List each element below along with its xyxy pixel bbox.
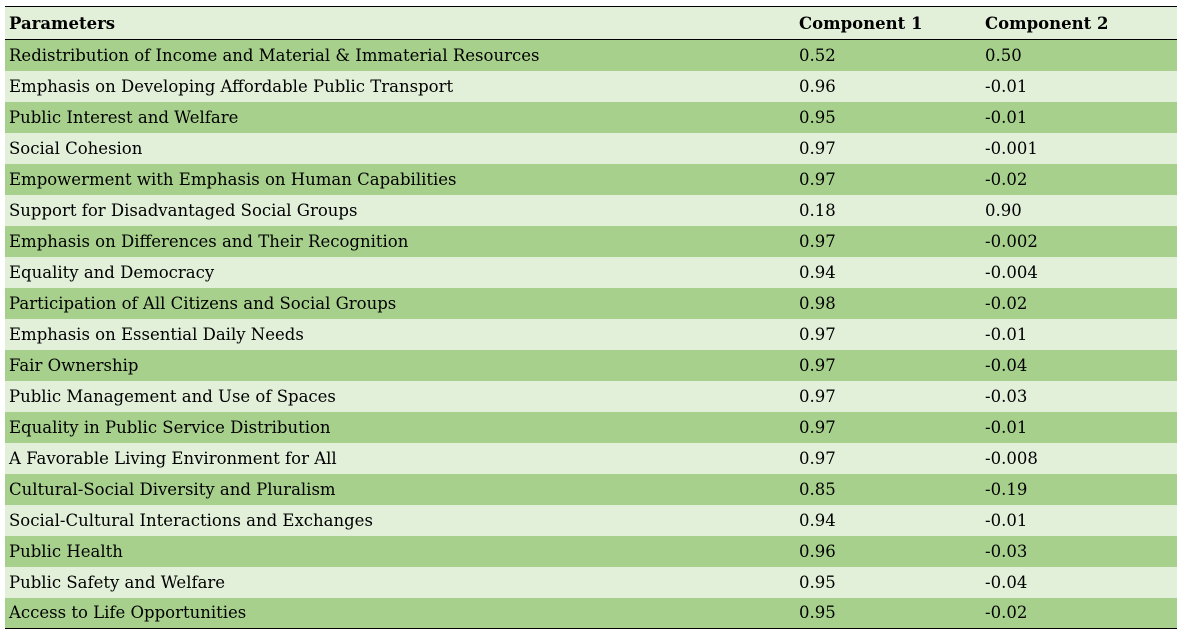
table-row: Emphasis on Developing Affordable Public… bbox=[5, 70, 1177, 102]
table-row: Redistribution of Income and Material & … bbox=[5, 39, 1177, 71]
table-row: Public Health 0.96 -0.03 bbox=[5, 535, 1177, 567]
cell-parameter: Access to Life Opportunities bbox=[9, 603, 247, 623]
header-component-2: Component 2 bbox=[985, 13, 1109, 33]
table-row: Emphasis on Differences and Their Recogn… bbox=[5, 225, 1177, 257]
cell-parameter: Equality and Democracy bbox=[9, 262, 215, 282]
cell-component-2: 0.90 bbox=[985, 200, 1022, 220]
table-row: Public Management and Use of Spaces 0.97 -… bbox=[5, 380, 1177, 412]
cell-parameter: Fair Ownership bbox=[9, 355, 139, 375]
cell-component-1: 0.96 bbox=[799, 541, 836, 561]
header-component-1: Component 1 bbox=[799, 13, 923, 33]
table-row: Empowerment with Emphasis on Human Capab… bbox=[5, 163, 1177, 195]
table-header: Parameters Component 1 Component 2 bbox=[5, 6, 1177, 40]
cell-component-1: 0.96 bbox=[799, 76, 836, 96]
table-row: Participation of All Citizens and Social… bbox=[5, 287, 1177, 319]
cell-parameter: A Favorable Living Environment for All bbox=[9, 448, 337, 468]
cell-component-1: 0.95 bbox=[799, 572, 836, 592]
cell-component-2: -0.04 bbox=[985, 355, 1028, 375]
table-row: A Favorable Living Environment for All 0.… bbox=[5, 442, 1177, 474]
cell-component-1: 0.97 bbox=[799, 169, 836, 189]
cell-component-1: 0.98 bbox=[799, 293, 836, 313]
table-row: Cultural-Social Diversity and Pluralism 0… bbox=[5, 473, 1177, 505]
table-row: Access to Life Opportunities 0.95 -0.02 bbox=[5, 597, 1177, 629]
cell-parameter: Public Management and Use of Spaces bbox=[9, 386, 336, 406]
cell-component-2: 0.50 bbox=[985, 45, 1022, 65]
cell-parameter: Public Interest and Welfare bbox=[9, 107, 239, 127]
cell-component-1: 0.97 bbox=[799, 417, 836, 437]
header-parameters: Parameters bbox=[9, 13, 116, 33]
component-loadings-table: Parameters Component 1 Component 2 Redis… bbox=[5, 6, 1177, 629]
table-row: Equality and Democracy 0.94 -0.004 bbox=[5, 256, 1177, 288]
cell-parameter: Cultural-Social Diversity and Pluralism bbox=[9, 479, 336, 499]
table-row: Social-Cultural Interactions and Exchang… bbox=[5, 504, 1177, 536]
cell-parameter: Support for Disadvantaged Social Groups bbox=[9, 200, 358, 220]
cell-component-1: 0.97 bbox=[799, 355, 836, 375]
cell-parameter: Emphasis on Developing Affordable Public… bbox=[9, 76, 454, 96]
table-row: Support for Disadvantaged Social Groups 0… bbox=[5, 194, 1177, 226]
cell-component-2: -0.02 bbox=[985, 293, 1028, 313]
cell-component-1: 0.52 bbox=[799, 45, 836, 65]
table-body: Redistribution of Income and Material & … bbox=[5, 39, 1177, 629]
table-row: Public Safety and Welfare 0.95 -0.04 bbox=[5, 566, 1177, 598]
cell-component-1: 0.97 bbox=[799, 324, 836, 344]
table-row: Equality in Public Service Distribution 0… bbox=[5, 411, 1177, 443]
cell-parameter: Participation of All Citizens and Social… bbox=[9, 293, 397, 313]
cell-component-1: 0.95 bbox=[799, 603, 836, 623]
cell-component-2: -0.002 bbox=[985, 231, 1038, 251]
cell-parameter: Public Health bbox=[9, 541, 123, 561]
header-row: Parameters Component 1 Component 2 bbox=[5, 6, 1177, 40]
cell-component-2: -0.01 bbox=[985, 510, 1028, 530]
table-row: Emphasis on Essential Daily Needs 0.97 -0.… bbox=[5, 318, 1177, 350]
cell-component-1: 0.97 bbox=[799, 231, 836, 251]
cell-parameter: Social-Cultural Interactions and Exchang… bbox=[9, 510, 373, 530]
cell-component-1: 0.85 bbox=[799, 479, 836, 499]
cell-component-2: -0.008 bbox=[985, 448, 1038, 468]
table-row: Social Cohesion 0.97 -0.001 bbox=[5, 132, 1177, 164]
cell-component-1: 0.97 bbox=[799, 386, 836, 406]
cell-component-2: -0.03 bbox=[985, 386, 1028, 406]
cell-parameter: Emphasis on Essential Daily Needs bbox=[9, 324, 304, 344]
cell-component-2: -0.03 bbox=[985, 541, 1028, 561]
cell-component-1: 0.94 bbox=[799, 262, 836, 282]
cell-parameter: Redistribution of Income and Material & … bbox=[9, 45, 540, 65]
cell-component-2: -0.01 bbox=[985, 324, 1028, 344]
cell-component-2: -0.01 bbox=[985, 107, 1028, 127]
cell-component-1: 0.18 bbox=[799, 200, 836, 220]
cell-component-1: 0.95 bbox=[799, 107, 836, 127]
cell-component-2: -0.02 bbox=[985, 169, 1028, 189]
cell-parameter: Public Safety and Welfare bbox=[9, 572, 226, 592]
cell-component-2: -0.04 bbox=[985, 572, 1028, 592]
cell-parameter: Empowerment with Emphasis on Human Capab… bbox=[9, 169, 457, 189]
cell-component-1: 0.97 bbox=[799, 448, 836, 468]
cell-parameter: Emphasis on Differences and Their Recogn… bbox=[9, 231, 409, 251]
cell-parameter: Equality in Public Service Distribution bbox=[9, 417, 331, 437]
cell-component-1: 0.94 bbox=[799, 510, 836, 530]
cell-component-2: -0.01 bbox=[985, 417, 1028, 437]
cell-component-2: -0.01 bbox=[985, 76, 1028, 96]
cell-component-2: -0.001 bbox=[985, 138, 1038, 158]
cell-component-2: -0.02 bbox=[985, 603, 1028, 623]
table-row: Fair Ownership 0.97 -0.04 bbox=[5, 349, 1177, 381]
component-loadings-table-container: Parameters Component 1 Component 2 Redis… bbox=[5, 6, 1177, 629]
table-row: Public Interest and Welfare 0.95 -0.01 bbox=[5, 101, 1177, 133]
cell-component-2: -0.19 bbox=[985, 479, 1028, 499]
cell-parameter: Social Cohesion bbox=[9, 138, 143, 158]
cell-component-2: -0.004 bbox=[985, 262, 1038, 282]
cell-component-1: 0.97 bbox=[799, 138, 836, 158]
